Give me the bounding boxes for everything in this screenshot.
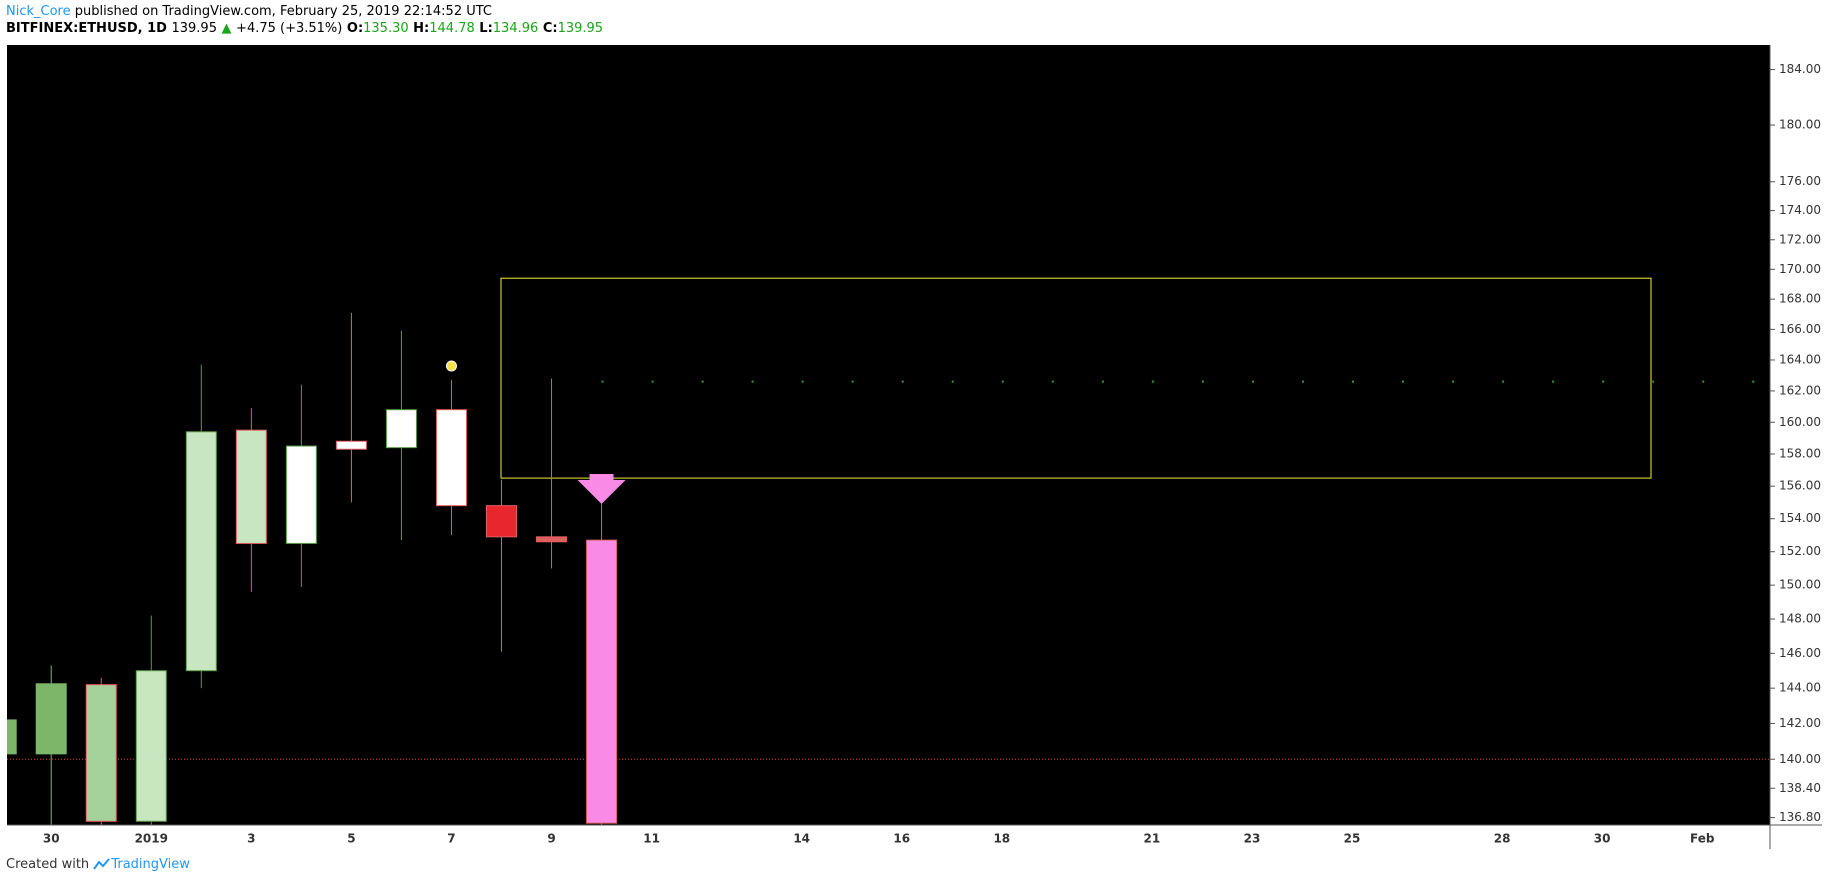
x-tick-label: 23 — [1244, 832, 1261, 846]
brand[interactable]: TradingView — [111, 857, 190, 872]
x-tick-label: 21 — [1144, 832, 1161, 846]
header-line: Nick_Core published on TradingView.com, … — [6, 4, 492, 19]
y-tick-label: 160.00 — [1779, 415, 1821, 429]
candle-body — [235, 429, 267, 544]
x-tick-label: 2019 — [135, 832, 168, 846]
y-tick-label: 140.00 — [1779, 752, 1821, 766]
x-tick-label: 14 — [793, 832, 810, 846]
y-tick-label: 154.00 — [1779, 511, 1821, 525]
x-tick-label: Feb — [1690, 832, 1715, 846]
sell-arrow-stem — [589, 474, 614, 482]
change-arrow: ▲ — [221, 21, 232, 36]
x-tick-label: 30 — [1594, 832, 1611, 846]
y-tick-label: 174.00 — [1779, 203, 1821, 217]
x-tick-label: 11 — [643, 832, 660, 846]
candle-body — [486, 505, 517, 538]
y-tick-label: 170.00 — [1779, 262, 1821, 276]
y-tick-label: 142.00 — [1779, 716, 1821, 730]
x-tick-label: 7 — [447, 832, 455, 846]
y-tick-label: 144.00 — [1779, 681, 1821, 695]
published: published on TradingView.com, February 2… — [74, 4, 493, 19]
c-label: C: — [542, 21, 558, 36]
y-tick-label: 172.00 — [1779, 232, 1821, 246]
author[interactable]: Nick_Core — [6, 4, 71, 19]
x-tick-label: 30 — [43, 832, 60, 846]
y-tick-label: 162.00 — [1779, 383, 1821, 397]
x-tick-label: 3 — [247, 832, 255, 846]
candle-body — [335, 440, 367, 450]
created-with: Created with — [6, 857, 90, 872]
x-tick-label: 16 — [893, 832, 910, 846]
y-tick-label: 138.40 — [1779, 781, 1821, 795]
candle-body — [7, 719, 17, 755]
symbol-line: BITFINEX:ETHUSD, 1D 139.95 ▲ +4.75 (+3.5… — [6, 21, 603, 36]
plot — [7, 277, 1770, 825]
h-value: 144.78 — [429, 21, 475, 36]
l-label: L: — [479, 21, 493, 36]
x-tick-label: 18 — [993, 832, 1010, 846]
candle-body — [385, 409, 417, 449]
marker — [445, 360, 457, 372]
y-tick-label: 150.00 — [1779, 578, 1821, 592]
y-tick-label: 168.00 — [1779, 292, 1821, 306]
y-tick-label: 148.00 — [1779, 612, 1821, 626]
c-value: 139.95 — [557, 21, 604, 36]
y-tick-label: 176.00 — [1779, 174, 1821, 188]
y-tick-label: 158.00 — [1779, 447, 1821, 461]
zone — [500, 277, 1652, 479]
plot-background — [7, 45, 1770, 825]
candle-body — [185, 431, 217, 672]
y-tick-label: 136.80 — [1779, 810, 1821, 824]
candle-body — [35, 683, 67, 755]
candle-body — [435, 409, 467, 507]
candle-body — [285, 445, 317, 544]
y-tick-label: 164.00 — [1779, 352, 1821, 366]
footer: Created with TradingView — [6, 857, 190, 872]
h-label: H: — [413, 21, 430, 36]
y-tick-label: 156.00 — [1779, 479, 1821, 493]
o-label: O: — [346, 21, 364, 36]
l-value: 134.96 — [492, 21, 539, 36]
o-value: 135.30 — [363, 21, 409, 36]
candle-body — [85, 684, 117, 822]
sell-arrow — [577, 480, 626, 505]
logo — [93, 858, 111, 870]
y-tick-label: 184.00 — [1779, 62, 1821, 76]
change: +4.75 (+3.51%) — [236, 21, 343, 36]
y-tick-label: 146.00 — [1779, 646, 1821, 660]
symbol: BITFINEX:ETHUSD, 1D — [6, 21, 167, 36]
x-tick-label: 5 — [347, 832, 355, 846]
candle-body — [135, 670, 167, 822]
y-tick-label: 166.00 — [1779, 322, 1821, 336]
x-tick-label: 28 — [1494, 832, 1511, 846]
x-tick-label: 9 — [547, 832, 555, 846]
candle-body — [536, 536, 568, 543]
x-tick-label: 25 — [1344, 832, 1361, 846]
y-tick-label: 152.00 — [1779, 544, 1821, 558]
last-price: 139.95 — [171, 21, 217, 36]
y-tick-label: 180.00 — [1779, 118, 1821, 132]
candle-body — [586, 539, 618, 824]
